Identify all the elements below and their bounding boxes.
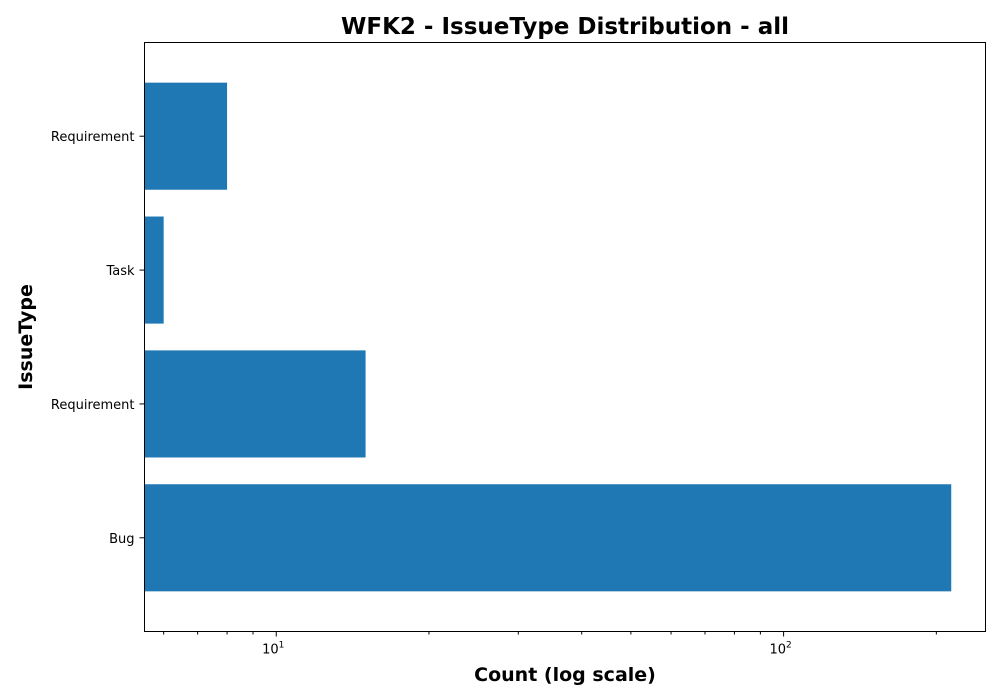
x-tick-label: 101 <box>262 641 284 658</box>
chart-title: WFK2 - IssueType Distribution - all <box>341 14 789 40</box>
x-axis-label: Count (log scale) <box>474 664 656 686</box>
x-tick-label: 102 <box>769 641 791 658</box>
bar <box>144 216 164 324</box>
bars-group <box>144 82 952 592</box>
y-tick-label: Requirement <box>51 398 135 413</box>
bar <box>144 82 228 190</box>
y-axis: Bug Requirement Task Requirement <box>51 130 145 547</box>
y-tick-label: Bug <box>109 532 134 547</box>
bar <box>144 350 366 458</box>
y-tick-label: Task <box>105 264 135 279</box>
bar <box>144 484 952 592</box>
y-tick-label: Requirement <box>51 130 135 145</box>
x-axis: 101 102 <box>163 631 937 658</box>
y-axis-label: IssueType <box>15 284 37 390</box>
plot-frame <box>144 42 986 632</box>
